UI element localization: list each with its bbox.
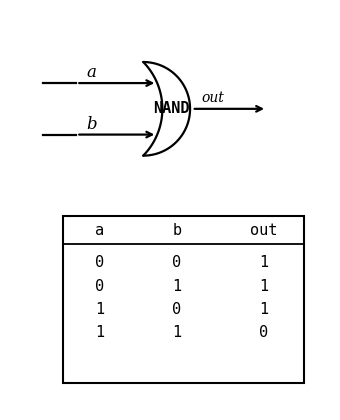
Text: 1: 1 — [259, 278, 268, 294]
Text: 1: 1 — [95, 326, 104, 340]
Text: 1: 1 — [259, 302, 268, 317]
Text: 0: 0 — [172, 255, 181, 270]
Text: 0: 0 — [172, 302, 181, 317]
Text: 0: 0 — [259, 326, 268, 340]
Text: out: out — [250, 223, 277, 239]
Text: 1: 1 — [172, 326, 181, 340]
Text: a: a — [86, 64, 96, 81]
Text: 1: 1 — [172, 278, 181, 294]
Text: 0: 0 — [95, 278, 104, 294]
Text: b: b — [86, 116, 97, 133]
Text: a: a — [95, 223, 104, 239]
Text: 1: 1 — [95, 302, 104, 317]
Text: 1: 1 — [259, 255, 268, 270]
Text: 0: 0 — [95, 255, 104, 270]
Bar — [63, 216, 304, 383]
Text: out: out — [202, 91, 225, 105]
Text: NAND: NAND — [153, 101, 190, 116]
Text: b: b — [172, 223, 181, 239]
